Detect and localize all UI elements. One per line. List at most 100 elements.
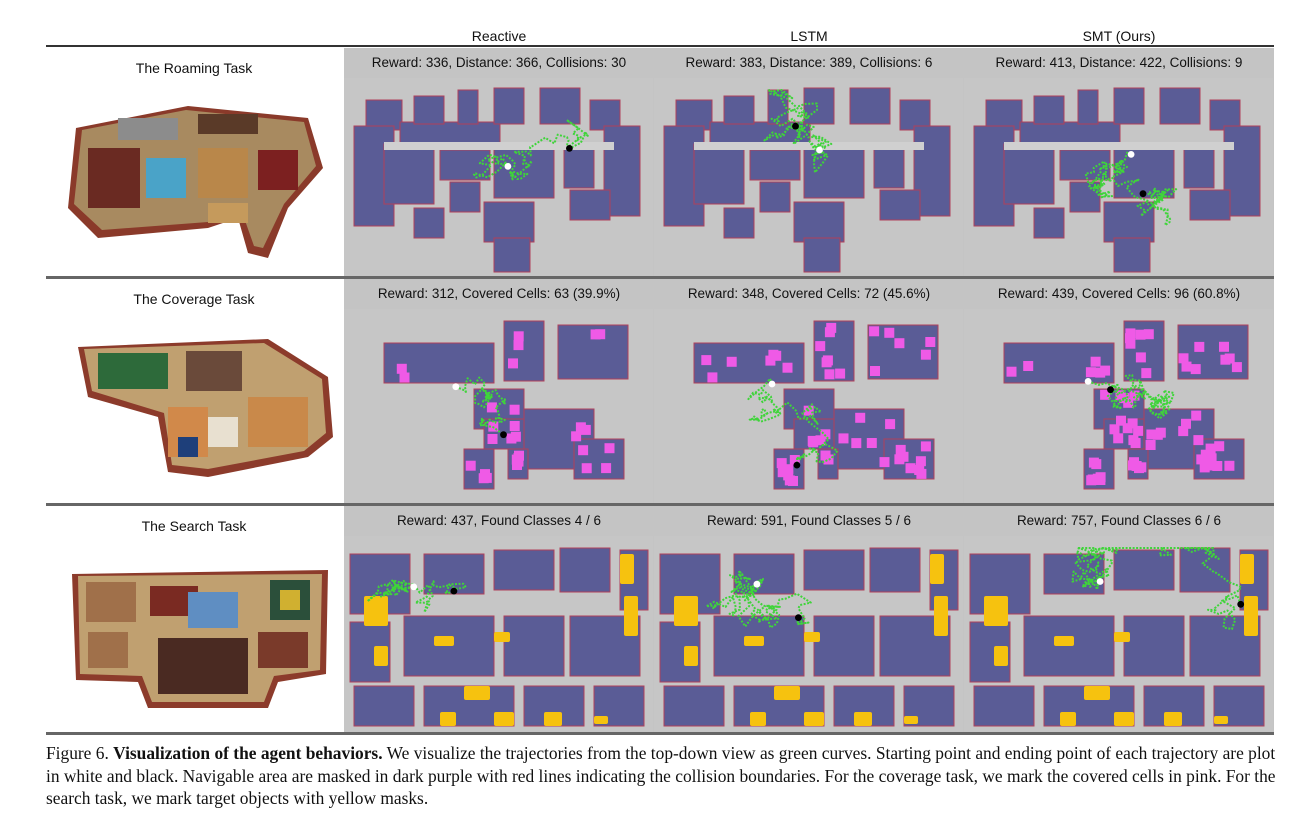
corridor-gap (1004, 142, 1234, 150)
figure-caption: Figure 6. Visualization of the agent beh… (46, 742, 1278, 810)
target-object (620, 554, 634, 584)
map-search-smt (964, 536, 1273, 732)
covered-cell (855, 412, 866, 423)
covered-cell (1152, 429, 1163, 440)
navigable-area (1209, 99, 1241, 131)
navigable-area (1113, 147, 1175, 199)
covered-cell (1113, 433, 1124, 444)
start-point (452, 383, 460, 391)
target-object (774, 686, 800, 700)
figure-caption-body: We visualize the trajectories from the t… (46, 743, 1276, 808)
covered-cell (1178, 426, 1189, 437)
navigable-area (973, 685, 1035, 727)
covered-cell (1196, 454, 1207, 465)
end-point (1237, 600, 1245, 608)
start-point (768, 380, 776, 388)
navigable-area (873, 147, 905, 189)
covered-cell (869, 326, 880, 337)
navigable-area (759, 181, 791, 213)
target-object (934, 596, 948, 636)
navigable-area (663, 685, 725, 727)
target-object (624, 596, 638, 636)
covered-cell (777, 467, 788, 478)
target-object (684, 646, 698, 666)
target-object (1060, 712, 1076, 726)
covered-cell (822, 355, 833, 366)
end-point (450, 587, 458, 595)
start-point (1084, 378, 1092, 385)
trajectory-path (1084, 151, 1178, 227)
covered-cell (925, 337, 936, 347)
covered-cell (1181, 418, 1191, 429)
trajectory-path (1087, 374, 1175, 420)
trajectory-path (1071, 547, 1243, 631)
covered-cell (1100, 389, 1111, 400)
target-object (494, 632, 510, 642)
covered-cell (1214, 441, 1225, 452)
covered-cell (513, 331, 524, 342)
covered-cell (701, 355, 712, 366)
covered-cell (512, 460, 522, 470)
navigable-area (1033, 95, 1065, 125)
covered-cell (1190, 364, 1201, 375)
target-object (1114, 632, 1130, 642)
covered-cell (1219, 341, 1229, 352)
navigable-area (723, 207, 755, 239)
row-rule-1 (46, 276, 1274, 279)
covered-cell (776, 458, 787, 469)
house-render-roaming (68, 106, 323, 258)
covered-cell (513, 340, 524, 351)
navigable-area (573, 438, 625, 480)
navigable-area (439, 149, 491, 181)
coverage-row: The Coverage Task Reward: 312, Covered C… (46, 279, 1274, 503)
covered-cell (1125, 338, 1136, 349)
start-point (753, 580, 761, 588)
navigable-area (1103, 201, 1155, 243)
navigable-area (399, 121, 501, 145)
covered-cell (1135, 352, 1146, 363)
navigable-area (569, 189, 611, 221)
caption-search-smt: Reward: 757, Found Classes 6 / 6 (1016, 513, 1222, 528)
covered-cell (1224, 460, 1235, 471)
covered-cell (590, 329, 601, 340)
navigable-area (457, 89, 479, 125)
covered-cell (1224, 353, 1235, 364)
navigable-area (803, 87, 835, 125)
covered-cell (1085, 367, 1096, 378)
start-point (816, 146, 823, 154)
covered-cell (885, 419, 896, 430)
roaming-row: The Roaming Task Reward: 336, Distance: … (46, 48, 1274, 276)
covered-cell (851, 438, 862, 449)
trajectory-path (366, 579, 467, 614)
covered-cell (581, 463, 592, 474)
target-object (364, 596, 388, 626)
covered-cell (511, 454, 522, 465)
navigable-area (793, 201, 845, 243)
covered-cell (1006, 366, 1017, 377)
target-object (594, 716, 608, 724)
target-object (1164, 712, 1182, 726)
covered-cell (1194, 341, 1205, 352)
navigable-area (1059, 149, 1111, 181)
covered-cell (1231, 362, 1242, 373)
target-object (744, 636, 764, 646)
target-object (440, 712, 456, 726)
covered-cell (771, 350, 782, 361)
covered-cell (1116, 415, 1126, 426)
map-search-reactive (344, 536, 653, 732)
covered-cell (487, 434, 498, 444)
covered-cell (571, 431, 582, 442)
covered-cell (894, 338, 905, 349)
covered-cell (915, 456, 926, 467)
row-rule-2 (46, 503, 1274, 506)
covered-cell (465, 460, 476, 471)
covered-cell (807, 435, 818, 446)
covered-cell (578, 445, 589, 456)
covered-cell (895, 444, 906, 455)
navigable-area (849, 87, 891, 125)
navigable-area (1113, 87, 1145, 125)
covered-cell (506, 433, 517, 444)
covered-cell (894, 454, 905, 465)
covered-cell (916, 468, 927, 479)
covered-cell (1128, 435, 1139, 446)
